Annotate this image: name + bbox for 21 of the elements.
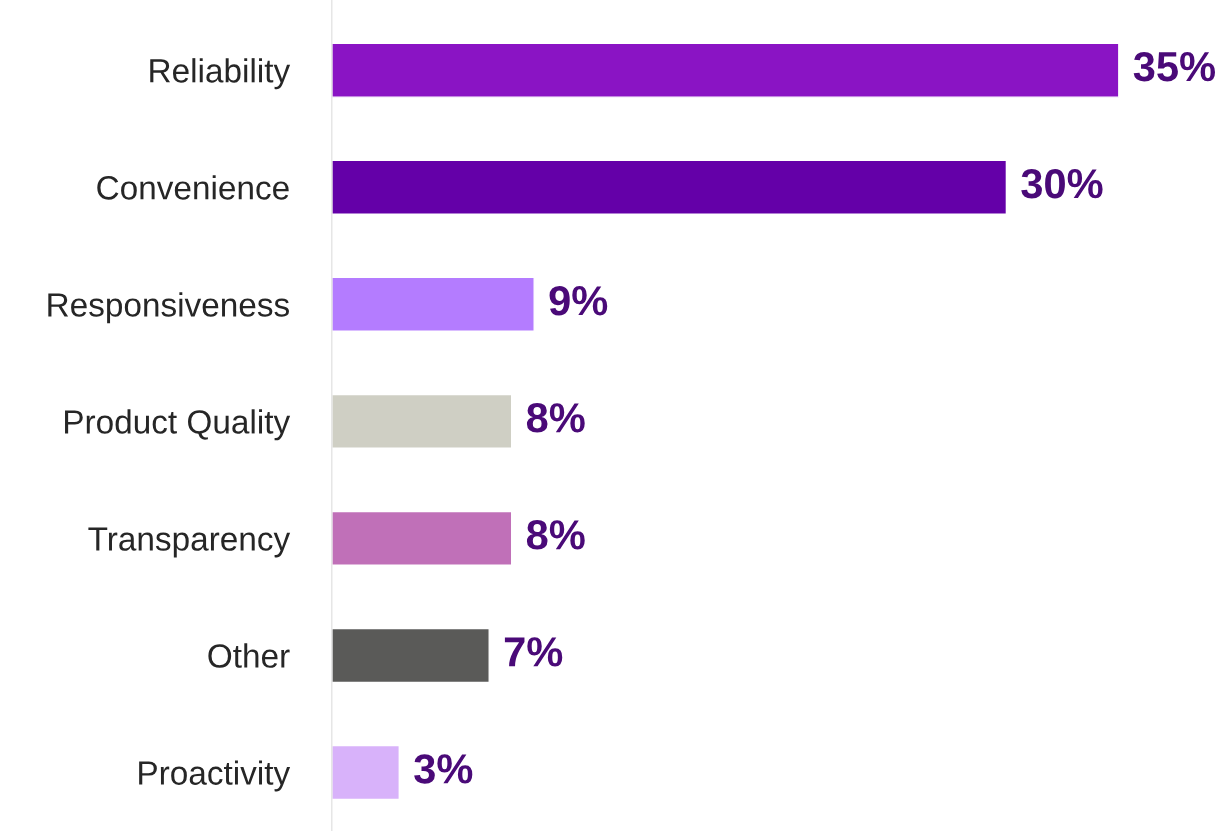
data-label: 9% (549, 285, 608, 316)
data-label: 3% (414, 754, 473, 784)
bar (331, 159, 1008, 215)
y-tick-label: Convenience (97, 175, 289, 200)
y-tick-label: Other (208, 643, 290, 668)
data-label: 8% (526, 520, 585, 550)
data-label: 30% (1021, 168, 1103, 199)
y-tick-label: Proactivity (139, 760, 291, 792)
bar (331, 276, 535, 332)
y-tick-label: Responsiveness (48, 292, 289, 324)
bar (331, 510, 513, 567)
bar (331, 42, 1120, 98)
data-label: 35% (1133, 51, 1216, 82)
y-tick-label: Product Quality (65, 409, 291, 441)
bar (331, 393, 513, 449)
data-label: 7% (504, 637, 563, 667)
y-tick-label: Reliability (150, 58, 291, 90)
data-label: 8% (526, 403, 585, 433)
bar (331, 744, 400, 801)
y-tick-label: Transparency (88, 527, 291, 558)
bar (331, 627, 490, 684)
